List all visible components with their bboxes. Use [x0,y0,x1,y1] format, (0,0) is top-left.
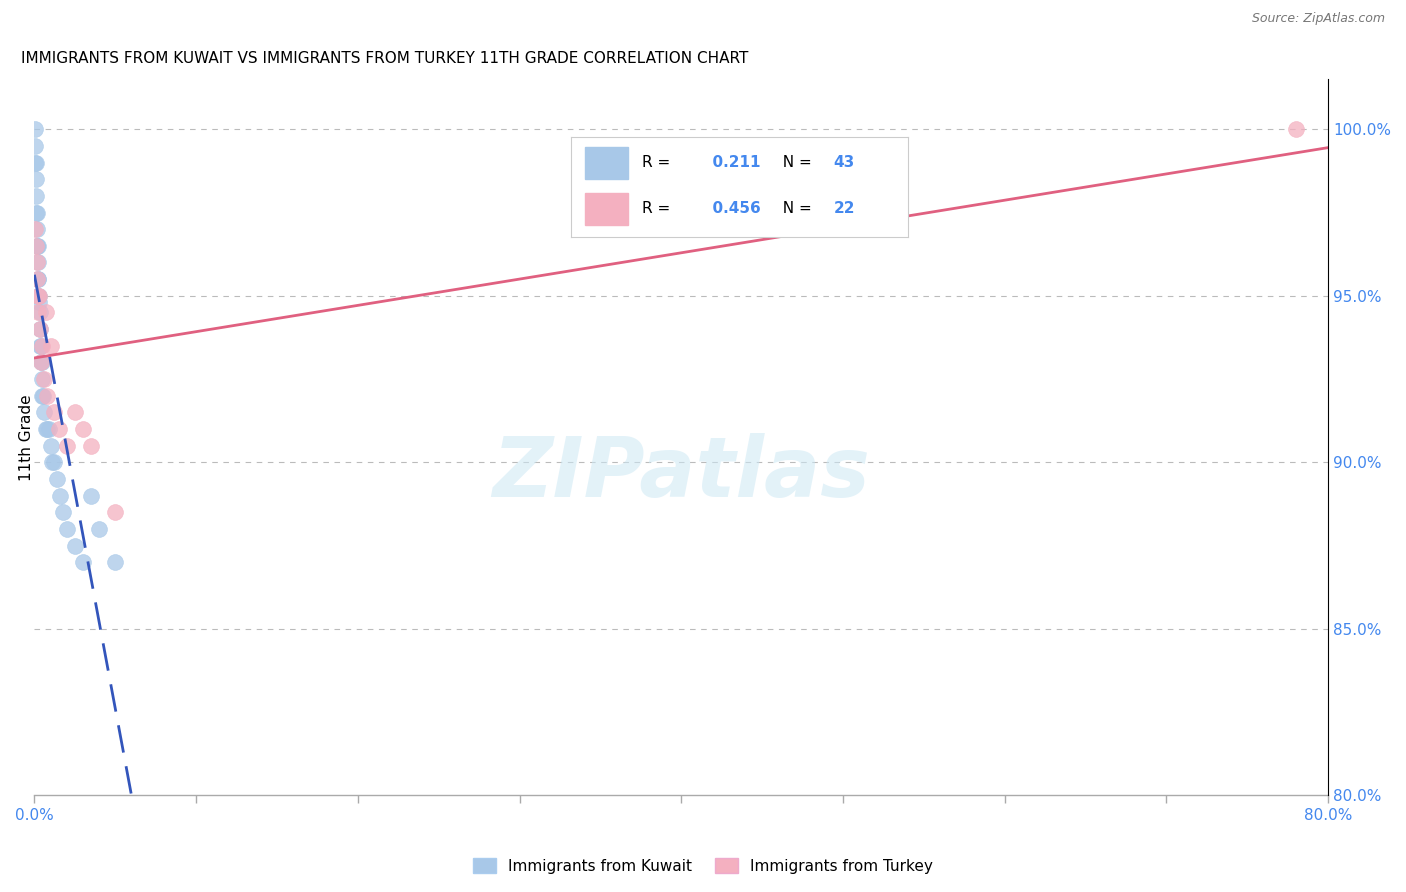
Point [46,472,69,486]
Point [52,505,75,519]
Point [24,222,46,236]
Point [31,389,53,403]
Point [27,305,49,319]
Point [25,222,48,236]
Point [104,505,127,519]
Point [25,272,48,286]
Point [28,322,51,336]
Point [27,272,49,286]
Point [72,555,94,569]
Point [42,405,65,419]
Point [32,372,55,386]
Point [63,405,86,419]
Point [104,555,127,569]
Point [55,439,77,453]
Point [30,339,52,353]
Point [25,255,48,269]
Point [28,305,51,319]
Point [24,155,46,169]
Point [28,289,51,303]
Point [1285,122,1308,136]
Y-axis label: 11th Grade: 11th Grade [18,394,34,481]
Point [30,355,52,369]
Point [39,439,62,453]
Point [28,295,51,310]
Text: IMMIGRANTS FROM KUWAIT VS IMMIGRANTS FROM TURKEY 11TH GRADE CORRELATION CHART: IMMIGRANTS FROM KUWAIT VS IMMIGRANTS FRO… [21,51,749,66]
Point [25,205,48,219]
Point [24,139,46,153]
Point [24,122,46,136]
Point [25,239,48,253]
Point [27,289,49,303]
Point [72,422,94,436]
Point [80,489,103,503]
Point [49,489,72,503]
Point [28,339,51,353]
Point [80,439,103,453]
Point [30,355,52,369]
Point [35,422,58,436]
Text: Source: ZipAtlas.com: Source: ZipAtlas.com [1251,12,1385,25]
Point [32,389,55,403]
Point [31,372,53,386]
Point [28,289,51,303]
Point [87,522,110,536]
Point [31,355,53,369]
Point [41,455,63,469]
Point [42,455,65,469]
Point [27,289,49,303]
Point [27,272,49,286]
Point [31,339,53,353]
Text: ZIPatlas: ZIPatlas [492,433,870,514]
Point [55,522,77,536]
Point [48,422,70,436]
Point [25,172,48,186]
Point [63,539,86,553]
Point [27,255,49,269]
Point [32,405,55,419]
Point [37,389,59,403]
Point [25,239,48,253]
Point [37,422,59,436]
Point [25,189,48,203]
Point [38,422,60,436]
Point [28,322,51,336]
Legend: Immigrants from Kuwait, Immigrants from Turkey: Immigrants from Kuwait, Immigrants from … [467,852,939,880]
Point [35,305,58,319]
Point [27,239,49,253]
Point [25,239,48,253]
Point [39,339,62,353]
Point [25,205,48,219]
Point [25,155,48,169]
